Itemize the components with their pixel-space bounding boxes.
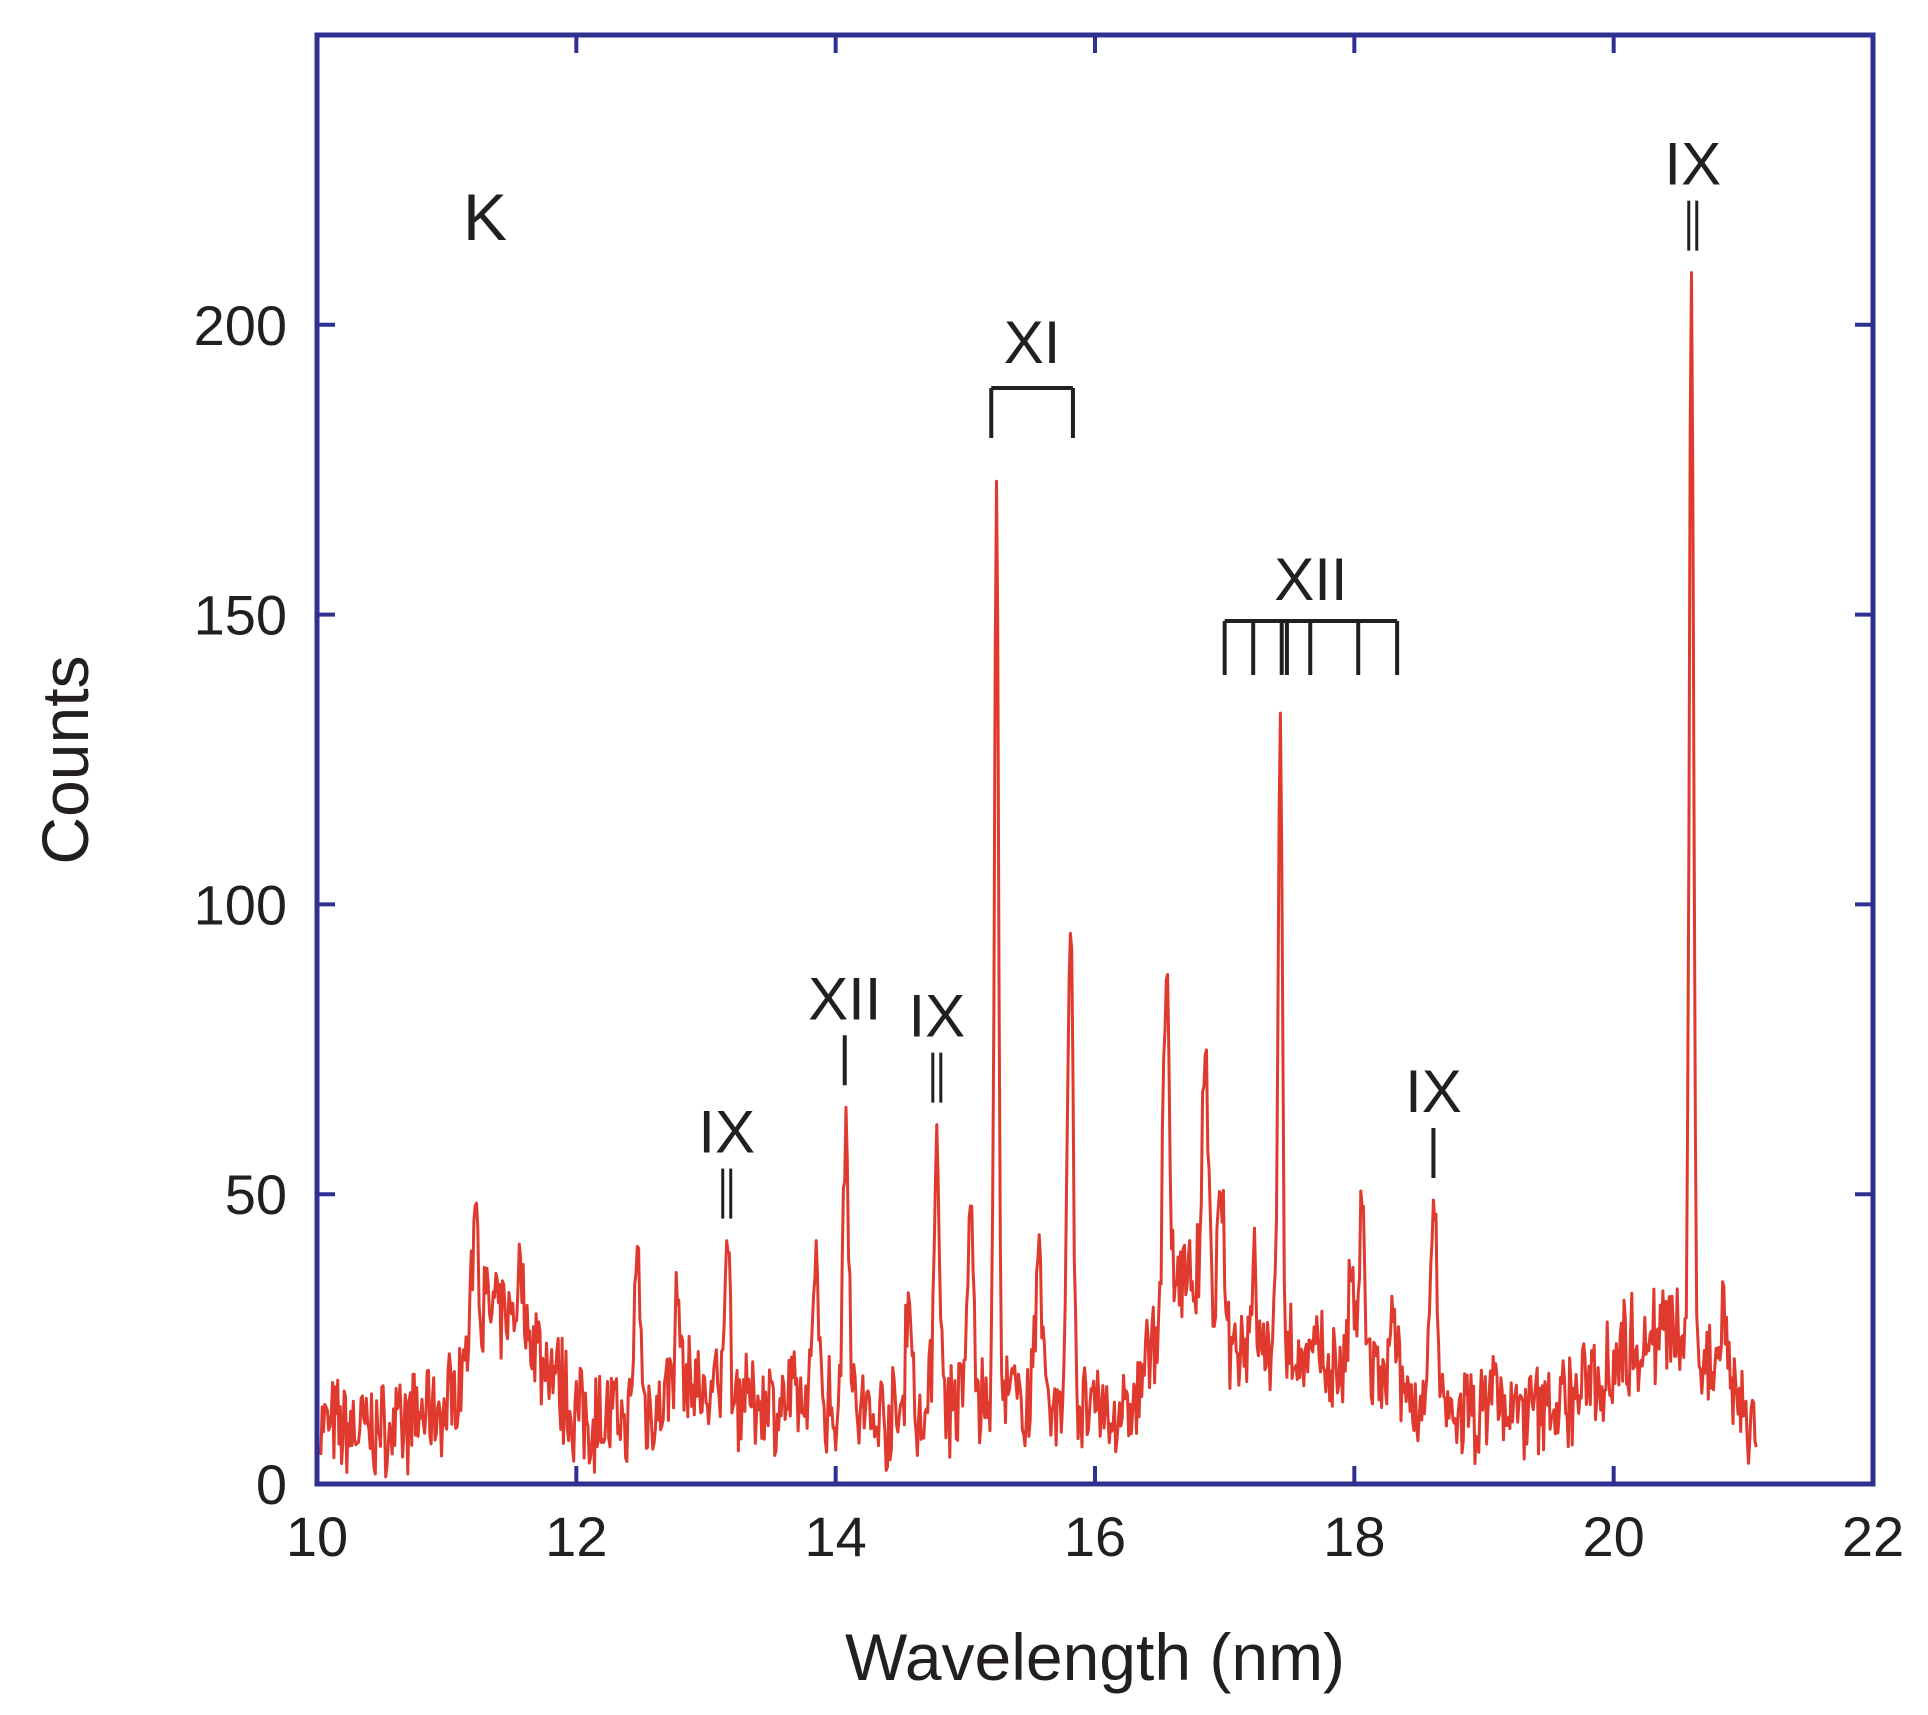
x-axis-title: Wavelength (nm): [845, 1620, 1345, 1694]
x-tick-label: 16: [1064, 1505, 1126, 1568]
y-axis-title: Counts: [28, 655, 102, 864]
x-tick-label: 22: [1842, 1505, 1904, 1568]
ion-label: XI: [1004, 309, 1061, 376]
y-tick-label: 0: [256, 1453, 287, 1516]
axis-ticks: [315, 35, 1875, 1486]
y-tick-label: 150: [194, 584, 287, 647]
y-tick-label: 200: [194, 294, 287, 357]
spectrum-line: [318, 271, 1758, 1479]
panel-label: K: [463, 180, 507, 254]
ion-label: IX: [698, 1099, 755, 1166]
ion-label: IX: [1664, 131, 1721, 198]
tick-labels: 10 12 14 16 18 20 22 0 50 100 150 200: [194, 294, 1905, 1568]
x-tick-label: 12: [545, 1505, 607, 1568]
plot-frame: [314, 32, 1876, 1487]
x-tick-label: 10: [286, 1505, 348, 1568]
series-layer: [318, 271, 1758, 1479]
x-tick-label: 20: [1583, 1505, 1645, 1568]
ion-label: IX: [908, 983, 965, 1050]
ion-label: XII: [808, 965, 881, 1032]
ion-label: XII: [1274, 546, 1347, 613]
ion-label: IX: [1405, 1058, 1462, 1125]
ion-annotations: IX XII IX XI XII IX IX: [698, 131, 1721, 1219]
x-tick-label: 18: [1323, 1505, 1385, 1568]
y-tick-label: 50: [225, 1163, 287, 1226]
y-tick-label: 100: [194, 873, 287, 936]
x-tick-label: 14: [805, 1505, 867, 1568]
